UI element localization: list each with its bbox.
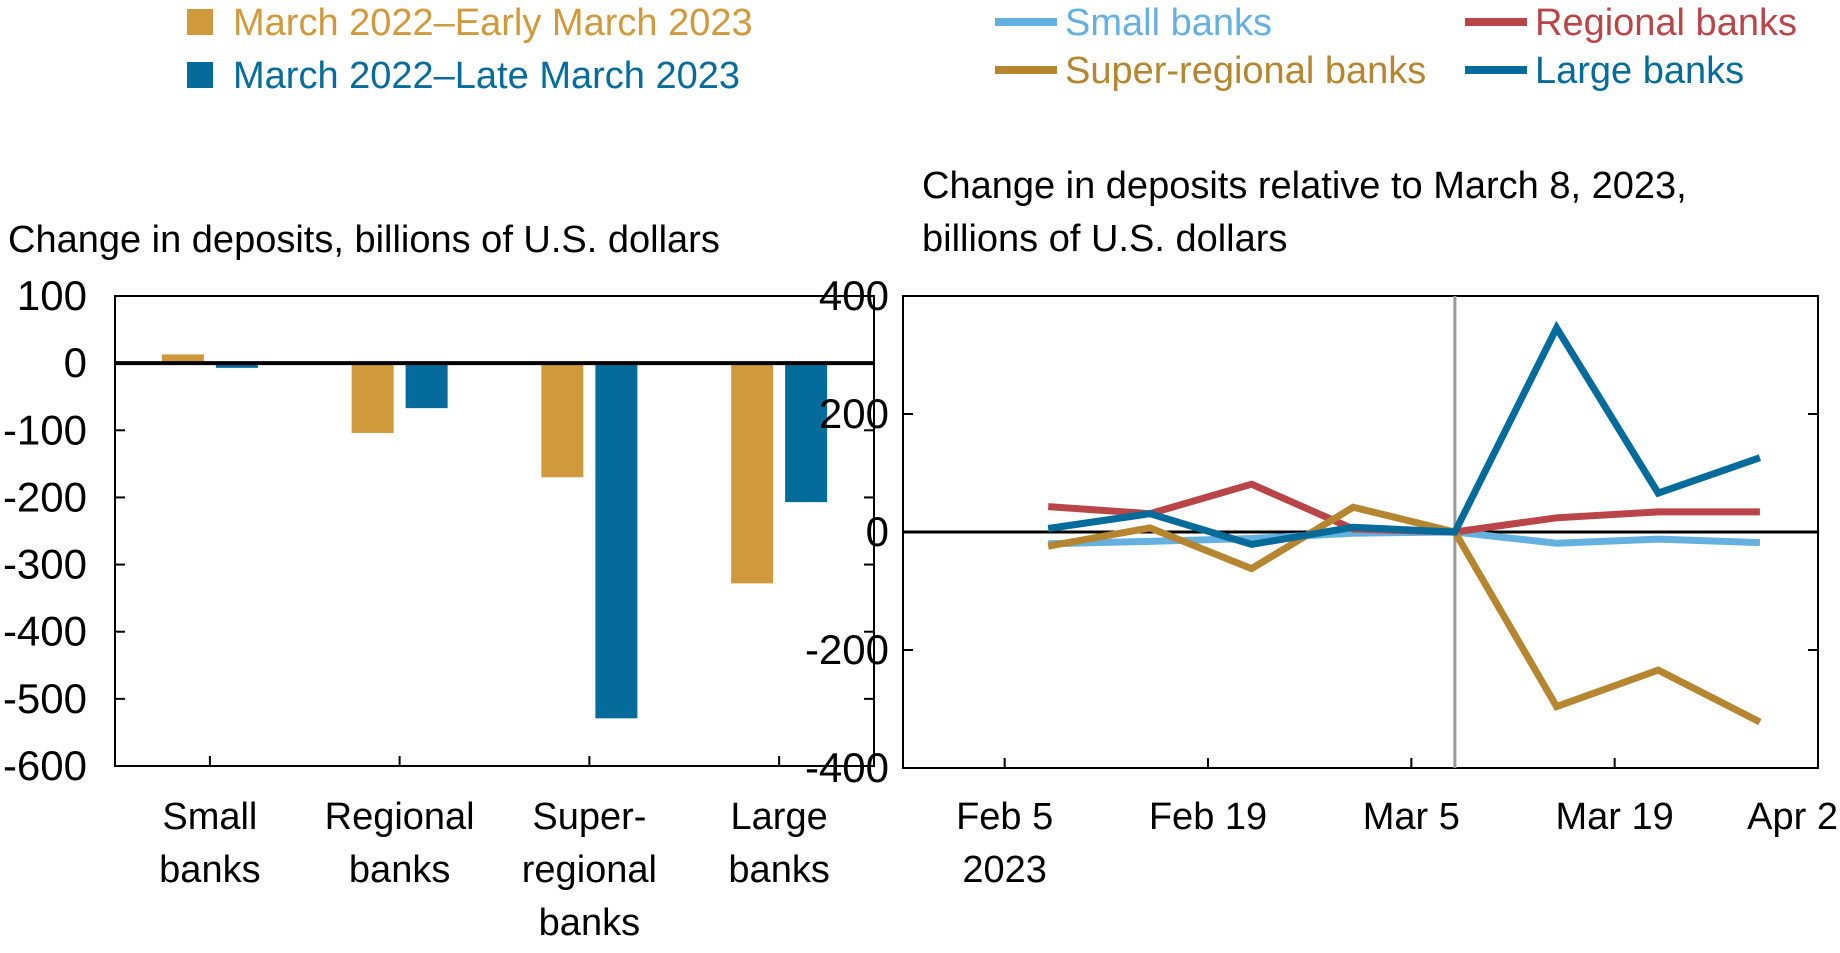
- category-label: Regional: [325, 796, 475, 838]
- series-line-super_regional: [1047, 503, 1762, 726]
- category-label: banks: [539, 902, 640, 944]
- y-tick-label: 100: [17, 272, 87, 319]
- y-tick-label: 200: [819, 390, 889, 437]
- x-tick-label: Apr 2: [1747, 796, 1838, 838]
- y-tick-label: 0: [866, 508, 889, 555]
- legend-label-large: Large banks: [1535, 50, 1744, 92]
- x-tick-label: Mar 5: [1363, 796, 1460, 838]
- legend-label-small: Small banks: [1065, 2, 1272, 44]
- y-tick-label: 0: [64, 339, 87, 386]
- legend-swatch-early: [187, 9, 213, 35]
- bar-early-1: [351, 363, 394, 433]
- y-tick-label: -400: [805, 744, 889, 791]
- bar-plot-frame: [114, 295, 875, 767]
- x-tick-label: Mar 19: [1556, 796, 1674, 838]
- series-line-large: [1047, 320, 1762, 548]
- category-label: regional: [522, 849, 657, 891]
- x-tick-label: Feb 19: [1149, 796, 1267, 838]
- legend-label-early: March 2022–Early March 2023: [233, 2, 753, 44]
- legend-label-late: March 2022–Late March 2023: [233, 55, 740, 97]
- legend-swatch-late: [187, 62, 213, 88]
- category-label: banks: [159, 849, 260, 891]
- y-tick-label: -100: [3, 406, 87, 453]
- bar-early-0: [161, 354, 204, 364]
- category-label: banks: [349, 849, 450, 891]
- y-tick-label: -400: [3, 608, 87, 655]
- line-chart-title: Change in deposits relative to March 8, …: [922, 165, 1687, 207]
- bar-late-3: [785, 363, 828, 503]
- y-tick-label: 400: [819, 272, 889, 319]
- category-label: Large: [731, 796, 828, 838]
- y-tick-label: -200: [3, 473, 87, 520]
- y-tick-label: -500: [3, 675, 87, 722]
- bar-early-3: [731, 363, 774, 584]
- bar-chart-title: Change in deposits, billions of U.S. dol…: [8, 219, 720, 261]
- y-tick-label: -200: [805, 626, 889, 673]
- line-chart-title: billions of U.S. dollars: [922, 218, 1287, 260]
- category-label: Super-: [532, 796, 646, 838]
- category-label: Small: [162, 796, 257, 838]
- legend-label-super_regional: Super-regional banks: [1065, 50, 1426, 92]
- x-tick-label: 2023: [962, 849, 1047, 891]
- bar-late-1: [405, 363, 448, 409]
- y-tick-label: -300: [3, 541, 87, 588]
- category-label: banks: [728, 849, 829, 891]
- y-tick-label: -600: [3, 742, 87, 789]
- x-tick-label: Feb 5: [956, 796, 1053, 838]
- bar-late-0: [215, 363, 258, 368]
- bar-late-2: [595, 363, 638, 719]
- bar-early-2: [541, 363, 584, 478]
- legend-label-regional: Regional banks: [1535, 2, 1797, 44]
